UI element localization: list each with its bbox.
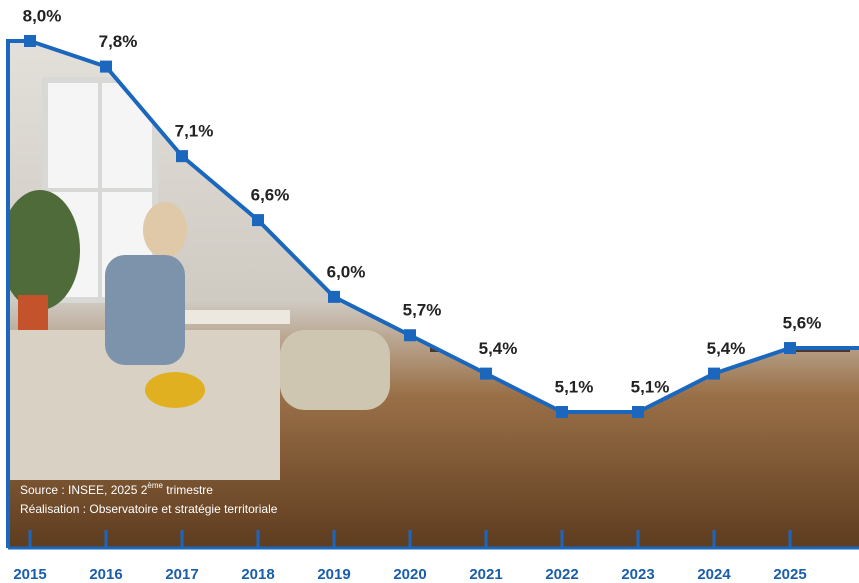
- source: Source : INSEE, 2025 2ème trimestre: [20, 481, 213, 497]
- marker: [784, 342, 796, 354]
- x-tick-label: 2019: [317, 566, 350, 583]
- x-tick-label: 2016: [89, 566, 122, 583]
- marker: [24, 35, 36, 47]
- source-sup: ème: [147, 481, 163, 490]
- source-prefix: Source : INSEE, 2025 2: [20, 483, 148, 497]
- marker: [480, 368, 492, 380]
- source-suffix: trimestre: [163, 483, 213, 497]
- marker: [556, 406, 568, 418]
- value-label: 7,1%: [175, 122, 214, 141]
- value-label: 5,6%: [783, 314, 822, 333]
- marker: [252, 214, 264, 226]
- x-tick-label: 2020: [393, 566, 426, 583]
- chart: Source : INSEE, 2025 2ème trimestre Réal…: [0, 0, 859, 583]
- value-label: 5,7%: [403, 301, 442, 320]
- value-label: 8,0%: [23, 6, 62, 25]
- value-label: 6,0%: [327, 262, 366, 281]
- x-tick-label: 2025: [773, 566, 806, 583]
- marker: [328, 291, 340, 303]
- x-tick-label: 2015: [13, 566, 46, 583]
- credit: Réalisation : Observatoire et stratégie …: [20, 502, 278, 516]
- value-label: 7,8%: [99, 32, 138, 51]
- marker: [632, 406, 644, 418]
- marker: [176, 150, 188, 162]
- x-tick-label: 2018: [241, 566, 274, 583]
- value-label: 6,6%: [251, 186, 290, 205]
- marker: [708, 368, 720, 380]
- x-tick-label: 2023: [621, 566, 654, 583]
- marker: [404, 329, 416, 341]
- marker: [100, 61, 112, 73]
- page: Source : INSEE, 2025 2ème trimestre Réal…: [0, 0, 859, 583]
- x-tick-label: 2024: [697, 566, 731, 583]
- x-tick-label: 2017: [165, 566, 198, 583]
- value-label: 5,1%: [631, 377, 670, 396]
- background-photo: [0, 0, 859, 548]
- value-label: 5,4%: [479, 339, 518, 358]
- value-label: 5,4%: [707, 339, 746, 358]
- x-tick-label: 2021: [469, 566, 502, 583]
- x-tick-label: 2022: [545, 566, 578, 583]
- value-label: 5,1%: [555, 377, 594, 396]
